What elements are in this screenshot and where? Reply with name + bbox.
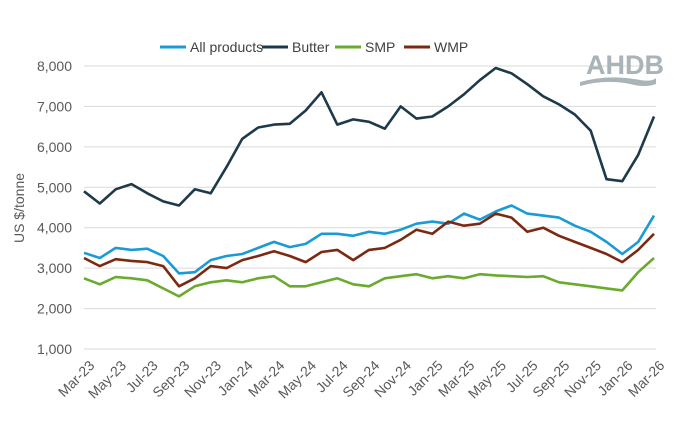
series-lines (83, 66, 656, 298)
y-tick-label: 3,000 (37, 260, 72, 276)
series-line-wmp (83, 212, 655, 288)
series-line-all-products (83, 204, 656, 275)
legend-item: All products (160, 39, 263, 55)
logo-text: AHDB (586, 50, 664, 80)
y-tick-label: 1,000 (37, 341, 72, 357)
y-tick-label: 7,000 (37, 98, 72, 114)
y-axis-ticks: 1,000 2,000 3,000 4,000 5,000 6,000 7,000 8,000 (37, 58, 72, 357)
y-tick-label: 2,000 (37, 301, 72, 317)
y-tick-label: 5,000 (37, 179, 72, 195)
y-tick-label: 4,000 (37, 220, 72, 236)
y-tick-label: 6,000 (37, 139, 72, 155)
ahdb-logo: AHDB (580, 50, 664, 86)
legend-label: All products (190, 39, 263, 55)
x-axis-ticks: Mar-23May-23Jul-23Sep-23Nov-23Jan-24Mar-… (55, 357, 668, 401)
legend-item: WMP (404, 39, 468, 55)
legend-item: SMP (335, 39, 395, 55)
logo-swoosh (580, 77, 656, 86)
gridlines (84, 65, 656, 350)
series-line-smp (83, 257, 655, 298)
legend-label: WMP (434, 39, 468, 55)
y-tick-label: 8,000 (37, 58, 72, 74)
y-axis-label: US $/tonne (11, 173, 27, 243)
x-tick-label: Mar-26 (625, 357, 668, 400)
legend: All products Butter SMP WMP (160, 39, 468, 55)
legend-item: Butter (262, 39, 330, 55)
series-line-butter (83, 66, 656, 207)
legend-label: Butter (292, 39, 330, 55)
legend-label: SMP (365, 39, 395, 55)
